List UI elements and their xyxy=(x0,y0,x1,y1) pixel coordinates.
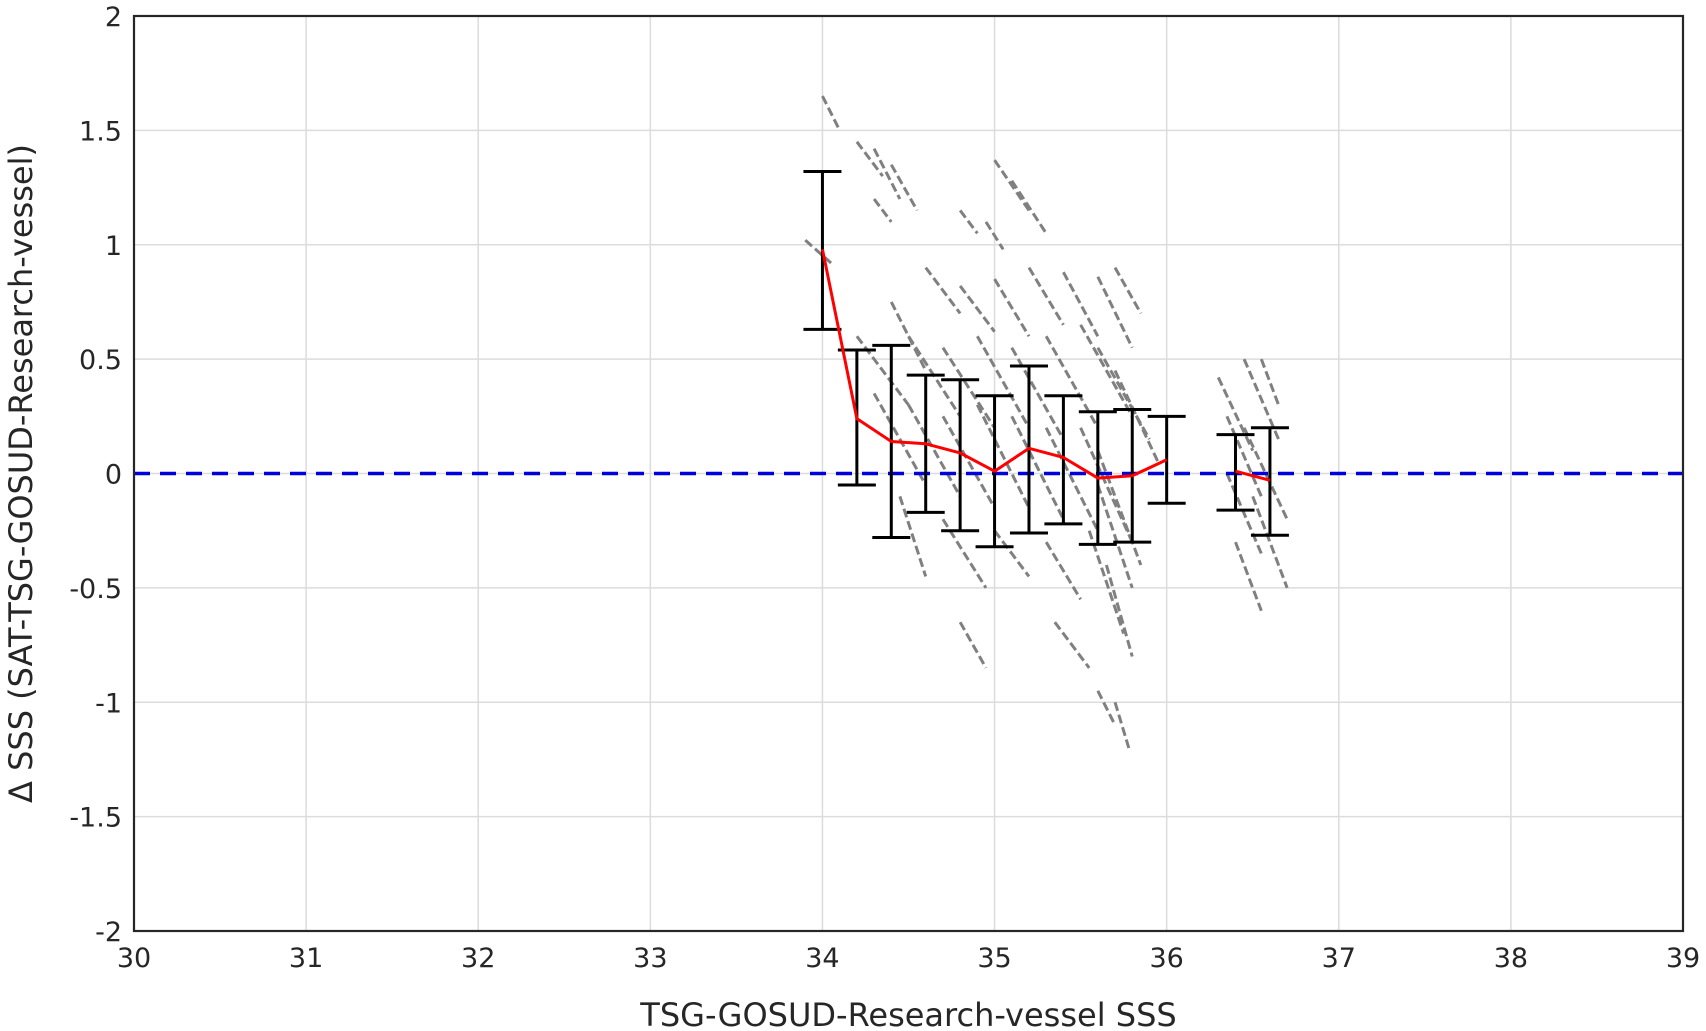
scatter-streak xyxy=(976,335,1031,429)
scatter-streak xyxy=(1010,346,1065,440)
scatter-streak xyxy=(993,529,1031,578)
x-tick-label: 34 xyxy=(805,943,839,974)
x-tick-label: 32 xyxy=(461,943,495,974)
scatter-streak xyxy=(1096,346,1151,440)
y-tick-label: -2 xyxy=(95,917,122,948)
y-tick-label: -1 xyxy=(95,688,122,719)
scatter-streak xyxy=(804,239,833,265)
scatter-streak xyxy=(898,495,928,577)
scatter-streak xyxy=(984,221,1005,251)
scatter-streak xyxy=(855,140,884,178)
scatter-streak xyxy=(1062,271,1100,337)
error-bar xyxy=(941,378,980,533)
scatter-streak xyxy=(993,159,1031,212)
scatter-streak xyxy=(941,415,996,509)
scatter-streak xyxy=(872,147,902,200)
scatter-streak xyxy=(1113,266,1143,315)
scatter-streak xyxy=(1079,324,1134,418)
scatter-streak xyxy=(1010,415,1065,520)
scatter-streak xyxy=(1242,358,1280,440)
plot-frame xyxy=(132,14,1685,933)
y-axis-label: Δ SSS (SAT-TSG-GOSUD-Research-vessel) xyxy=(2,144,40,803)
x-axis-label: TSG-GOSUD-Research-vessel SSS xyxy=(639,996,1176,1031)
y-tick-label: -0.5 xyxy=(69,574,122,605)
x-tick-label: 38 xyxy=(1494,943,1528,974)
x-tick-label: 31 xyxy=(289,943,323,974)
scatter-streak xyxy=(1234,541,1263,612)
scatter-streak xyxy=(821,95,841,132)
y-tick-label: 1 xyxy=(105,231,122,262)
y-tick-label: 0 xyxy=(105,460,122,491)
x-tick-labels: 30 31 32 33 34 35 36 37 38 39 xyxy=(117,943,1700,974)
scatter-streak xyxy=(958,285,996,333)
scatter-streak xyxy=(1225,415,1263,497)
scatter-streak xyxy=(941,346,996,429)
x-tick-label: 37 xyxy=(1322,943,1356,974)
scatter-streak xyxy=(958,621,988,669)
scatter-streak xyxy=(1010,179,1048,235)
scatter-streak xyxy=(1096,450,1143,566)
y-tick-label: 0.5 xyxy=(79,345,122,376)
scatter-streak xyxy=(1259,358,1280,406)
x-tick-label: 36 xyxy=(1149,943,1183,974)
scatter-streak xyxy=(1044,427,1100,532)
grid xyxy=(134,16,1683,931)
mean-line xyxy=(820,249,1271,482)
x-tick-label: 39 xyxy=(1666,943,1700,974)
scatter-streak xyxy=(855,335,910,406)
scatter-streak xyxy=(1053,621,1091,669)
scatter-streak xyxy=(1027,266,1065,326)
scatter-streak xyxy=(1096,484,1134,589)
scatter-streak xyxy=(1096,276,1134,349)
scatter-streak xyxy=(872,198,893,223)
scatter-streak xyxy=(958,209,979,235)
scatter-streak xyxy=(907,404,962,498)
y-tick-labels: 2 1.5 1 0.5 0 -0.5 -1 -1.5 -2 xyxy=(69,2,122,948)
scatter-streak xyxy=(872,392,928,486)
scatter-streak xyxy=(1242,427,1289,520)
scatter-streak xyxy=(1096,690,1117,726)
x-tick-label: 30 xyxy=(117,943,151,974)
scatter-streak xyxy=(993,278,1031,338)
mean-line-path xyxy=(1235,469,1271,482)
scatter-streak xyxy=(1044,335,1100,429)
error-bar xyxy=(1044,394,1083,526)
y-tick-label: 2 xyxy=(105,2,122,33)
scatter-streak xyxy=(924,266,962,315)
scatter-streak xyxy=(1113,369,1160,463)
scatter-streak xyxy=(889,163,919,212)
scatter-streak xyxy=(1225,472,1263,555)
scatter-streak xyxy=(976,404,1031,509)
scatter-series xyxy=(804,95,1289,749)
scatter-streak xyxy=(1044,541,1082,601)
scatter-streak xyxy=(1216,376,1255,452)
scatter-streak xyxy=(1104,564,1134,657)
y-tick-label: 1.5 xyxy=(79,116,122,147)
scatter-streak xyxy=(1087,530,1126,635)
error-bar xyxy=(1250,426,1289,537)
scatter-streak xyxy=(1251,495,1289,589)
y-tick-label: -1.5 xyxy=(69,803,122,834)
scatter-streak xyxy=(1079,427,1134,543)
scatter-streak xyxy=(1113,701,1131,749)
x-tick-label: 33 xyxy=(633,943,667,974)
mean-line-path xyxy=(820,249,1168,480)
x-tick-label: 35 xyxy=(977,943,1011,974)
